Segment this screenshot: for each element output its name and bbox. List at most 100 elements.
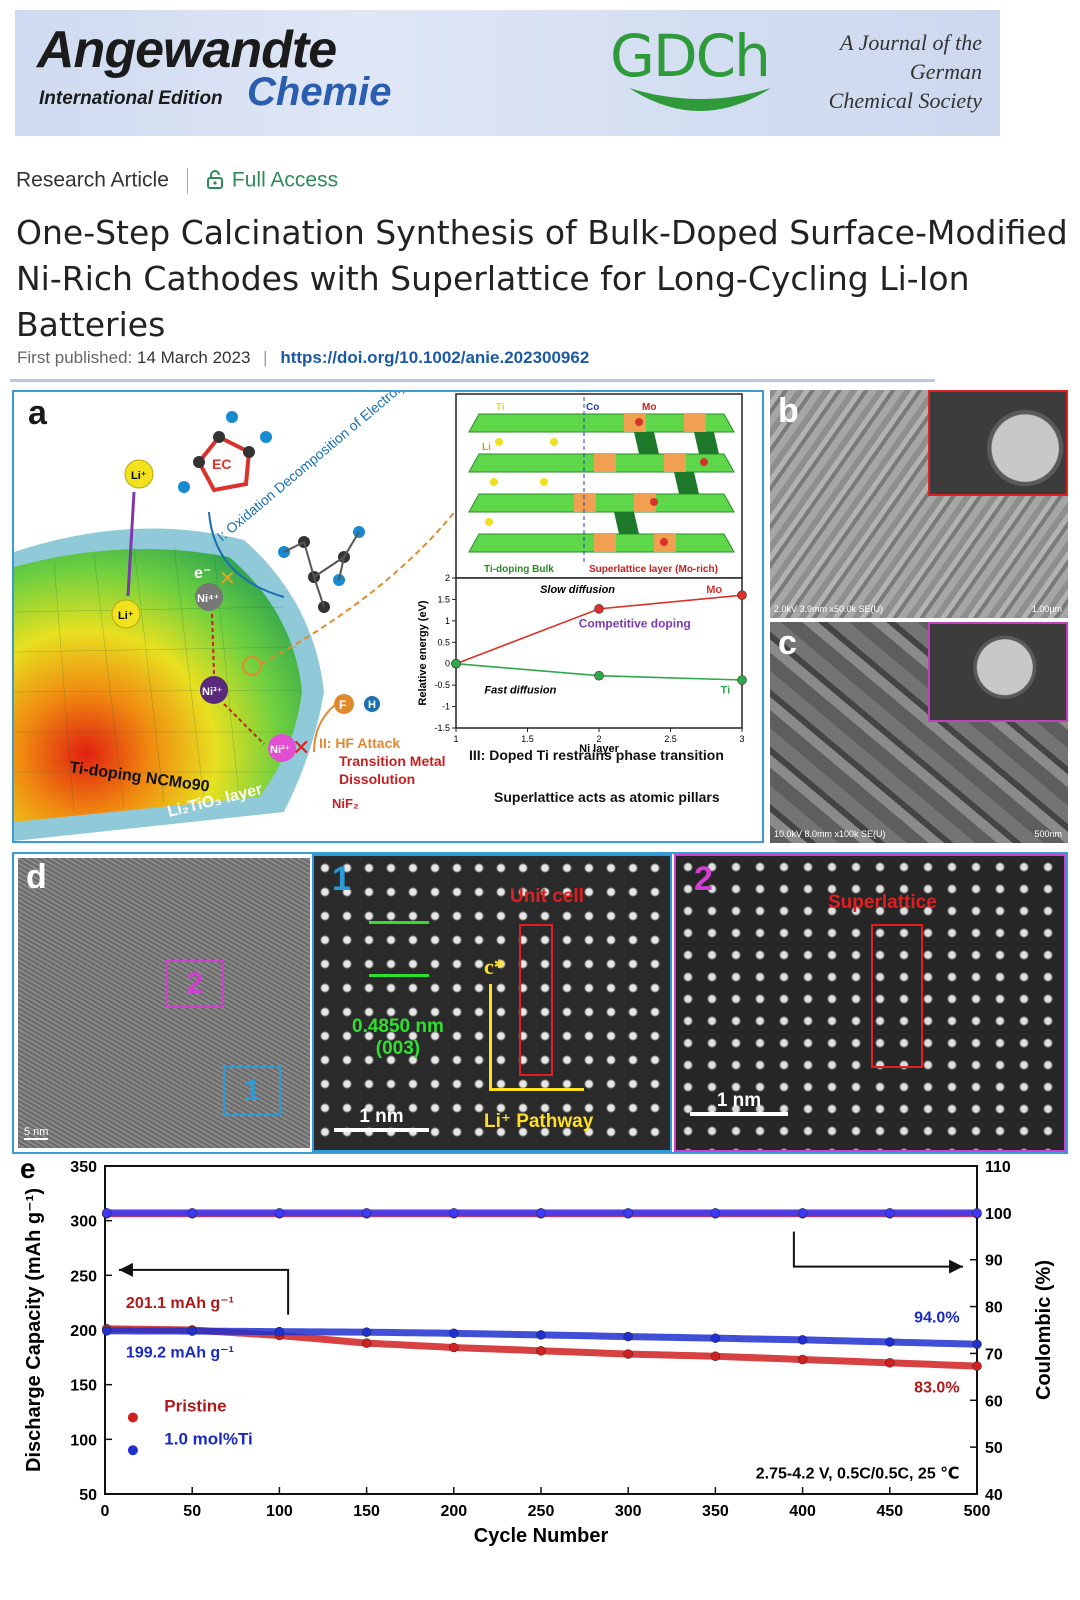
panel-a-label: a bbox=[28, 394, 47, 432]
series-point-coulombic-ti bbox=[797, 1208, 808, 1218]
c-axis-arrow bbox=[489, 984, 492, 1089]
y-right-tick-label: 40 bbox=[985, 1487, 1003, 1504]
svg-text:Ni⁴⁺: Ni⁴⁺ bbox=[197, 593, 219, 605]
spacing-line-top bbox=[369, 921, 429, 924]
figure-panel-c: c 10.0kV 8.0mm x100k SE(U) 500nm bbox=[770, 622, 1068, 843]
dissolution-line1: Transition Metal bbox=[339, 753, 446, 769]
panel-d-scale: 5 nm bbox=[24, 1126, 49, 1140]
panel-c-scale: 500nm bbox=[1034, 829, 1062, 839]
series-point-1-0-mol-ti bbox=[361, 1327, 372, 1337]
series-point-coulombic-ti bbox=[536, 1208, 546, 1218]
attack-cross-icon: ✕ bbox=[292, 735, 310, 760]
region-box-1: 1 bbox=[223, 1066, 281, 1116]
x-tick-label: 400 bbox=[789, 1503, 816, 1520]
spacing-value: 0.4850 nm bbox=[352, 1016, 444, 1037]
legend-marker bbox=[127, 1445, 138, 1456]
series-point-1-0-mol-ti bbox=[710, 1333, 721, 1343]
article-meta-row: Research Article Full Access bbox=[16, 168, 338, 194]
y-right-tick-label: 100 bbox=[985, 1206, 1012, 1223]
right-arrowhead-icon bbox=[949, 1259, 964, 1274]
series-point-1-0-mol-ti bbox=[187, 1326, 197, 1336]
series-point-pristine bbox=[361, 1338, 372, 1348]
superlattice-layer-label: Superlattice layer (Mo-rich) bbox=[589, 564, 718, 575]
svg-text:Ti: Ti bbox=[496, 402, 505, 413]
series-point-coulombic-ti bbox=[885, 1208, 895, 1218]
li-ion-top: Li⁺ bbox=[124, 459, 154, 489]
region-box-2: 2 bbox=[166, 960, 224, 1008]
slow-diffusion-label: Slow diffusion bbox=[540, 584, 615, 596]
series-point-coulombic-ti bbox=[274, 1208, 285, 1218]
y-left-tick-label: 200 bbox=[70, 1323, 97, 1340]
bulk-label: Ti-doping Bulk bbox=[484, 564, 554, 575]
electron-label: e⁻ bbox=[194, 565, 211, 582]
energy-ytick-label: -1 bbox=[442, 702, 450, 712]
hf-molecule-icon: F H bbox=[334, 694, 380, 714]
series-point-coulombic-ti bbox=[972, 1208, 982, 1218]
svg-text:F: F bbox=[339, 698, 346, 712]
li-ion-bottom: Li⁺ bbox=[111, 599, 141, 629]
energy-xtick-label: 1.5 bbox=[521, 734, 534, 744]
y-left-tick-label: 150 bbox=[70, 1378, 97, 1395]
spark-icon: ✕ bbox=[219, 568, 236, 590]
y-left-tick-label: 100 bbox=[70, 1432, 97, 1449]
caption-line2: Superlattice acts as atomic pillars bbox=[494, 789, 720, 805]
journal-logo-chemie: Chemie bbox=[247, 70, 392, 114]
journal-logo-angewandte: Angewandte bbox=[37, 21, 337, 79]
lock-open-icon bbox=[206, 169, 232, 192]
y-right-tick-label: 50 bbox=[985, 1440, 1003, 1457]
x-tick-label: 100 bbox=[266, 1503, 293, 1520]
series-point-coulombic-ti bbox=[361, 1208, 372, 1218]
unit-cell-label: Unit cell bbox=[510, 886, 584, 907]
nif2-label: NiF₂ bbox=[332, 796, 359, 811]
region-1-scale: 1 nm bbox=[334, 1106, 429, 1132]
svg-text:Li⁺: Li⁺ bbox=[118, 610, 134, 622]
svg-text:Ni³⁺: Ni³⁺ bbox=[202, 686, 223, 698]
oxidation-label: I: Oxidation Decomposition of Electrolyt… bbox=[214, 392, 418, 544]
meta-divider bbox=[186, 168, 188, 194]
series-point-pristine bbox=[536, 1346, 546, 1356]
y-right-tick-label: 70 bbox=[985, 1346, 1003, 1363]
panel-e-label: e bbox=[20, 1158, 36, 1184]
ti-retention-label: 94.0% bbox=[914, 1309, 959, 1326]
hrtem-region-1: 1 0.4850 nm (003) Unit cell c* Li⁺ Pathw… bbox=[312, 854, 672, 1152]
zoom-pointer bbox=[260, 499, 465, 665]
x-tick-label: 150 bbox=[353, 1503, 380, 1520]
svg-text:Mo: Mo bbox=[642, 402, 656, 413]
fast-diffusion-label: Fast diffusion bbox=[484, 685, 556, 697]
figure-panel-b: b 2.0kV 3.9mm x50.0k SE(U) 1.00µm bbox=[770, 390, 1068, 618]
panel-c-inset bbox=[928, 622, 1068, 722]
superlattice-box bbox=[871, 924, 923, 1068]
energy-ylabel: Relative energy (eV) bbox=[417, 600, 429, 705]
legend-marker bbox=[127, 1412, 138, 1423]
series-point-1-0-mol-ti bbox=[885, 1337, 895, 1347]
region-2-label: 2 bbox=[694, 860, 713, 898]
energy-xlabel: Ni layer bbox=[579, 743, 619, 755]
society-note-line1: A Journal of the bbox=[840, 30, 982, 55]
figure-panel-d: d 2 1 5 nm 1 0.4850 nm (003) Unit cell c… bbox=[12, 852, 1068, 1154]
series-point-pristine bbox=[885, 1358, 895, 1368]
region-1-label: 1 bbox=[332, 860, 351, 898]
crystal-structure: Ti Co Mo Li bbox=[468, 397, 735, 562]
series-point-coulombic-ti bbox=[623, 1208, 633, 1218]
cycling-chart-annotations: 201.1 mAh g⁻¹ 199.2 mAh g⁻¹ 94.0% 83.0% 2.75… bbox=[118, 1231, 964, 1483]
panel-b-inset bbox=[928, 390, 1068, 496]
society-note-line3: Chemical Society bbox=[828, 88, 982, 113]
publication-row: First published: 14 March 2023 | https:/… bbox=[17, 348, 589, 368]
hf-attack-label: II: HF Attack bbox=[319, 735, 400, 751]
svg-text:Ni²⁺: Ni²⁺ bbox=[270, 744, 291, 756]
ni-reduction-path bbox=[211, 613, 265, 745]
dissolution-line2: Dissolution bbox=[339, 771, 415, 787]
svg-text:Co: Co bbox=[586, 402, 599, 413]
series-point-1-0-mol-ti bbox=[797, 1335, 808, 1345]
y-right-tick-label: 80 bbox=[985, 1300, 1003, 1317]
superlattice-label: Superlattice bbox=[828, 892, 937, 913]
y-right-tick-label: 60 bbox=[985, 1393, 1003, 1410]
pristine-retention-label: 83.0% bbox=[914, 1379, 959, 1396]
energy-ytick-label: -0.5 bbox=[434, 680, 450, 690]
y-right-tick-label: 90 bbox=[985, 1253, 1003, 1270]
doi-link[interactable]: https://doi.org/10.1002/anie.202300962 bbox=[280, 348, 590, 367]
competitive-doping-label: Competitive doping bbox=[579, 616, 691, 630]
full-access-badge[interactable]: Full Access bbox=[231, 168, 339, 192]
ni3-ion: Ni³⁺ bbox=[200, 676, 228, 704]
series-point-pristine bbox=[449, 1342, 459, 1353]
